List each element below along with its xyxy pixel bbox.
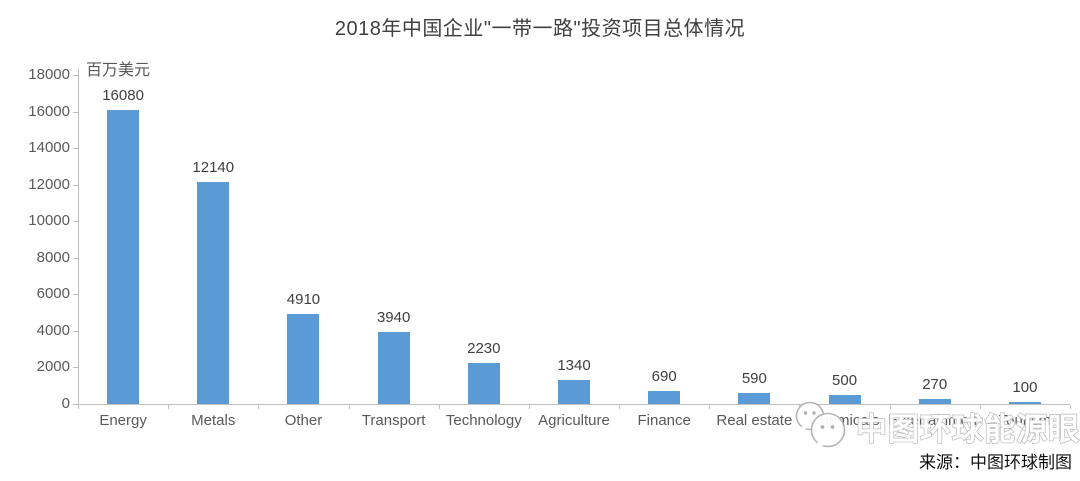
bar [648,391,681,404]
category-label: Finance [637,412,691,429]
y-tick [73,367,78,369]
bar [377,331,410,404]
x-tick [619,405,621,409]
y-tick-label: 12000 [28,175,70,193]
category-label: Agriculture [538,412,610,429]
bar-value-label: 690 [651,368,677,386]
y-tick-label: 16000 [28,102,70,120]
y-tick [73,257,78,259]
source-credit: 来源：中图环球制图 [919,453,1072,472]
category-label: Transport [361,412,426,429]
bar-value-label: 270 [922,376,948,394]
bar-value-label: 12140 [192,159,235,177]
bar-value-label: 500 [832,371,858,389]
y-tick-label: 6000 [36,285,70,303]
y-tick [73,221,78,223]
bar-value-label: 2230 [467,340,501,358]
x-tick [709,405,711,409]
bar [828,394,861,404]
y-axis-unit-label: 百万美元 [86,62,151,79]
category-label: Real estate [716,412,793,429]
bar [107,110,140,404]
x-tick [258,405,260,409]
y-tick [73,184,78,186]
x-tick [889,405,891,409]
bar-value-label: 1340 [557,356,591,374]
y-tick-label: 0 [61,395,70,412]
bar-value-label: 3940 [376,308,411,326]
category-label: Metals [191,412,236,429]
bar [558,379,590,404]
x-tick [348,405,350,409]
bar [1008,402,1041,404]
y-tick [73,75,78,76]
y-tick [73,148,78,150]
bar-value-label: 590 [741,370,767,388]
x-tick [438,405,440,409]
x-tick [799,405,801,409]
y-axis-line [78,69,79,404]
y-tick [73,404,78,405]
x-axis-line [78,404,1070,405]
bar-value-label: 16080 [102,87,144,105]
category-label: Technology [445,412,522,429]
x-tick [168,405,170,409]
category-label: Tourism [998,412,1052,429]
bar-value-label: 4910 [286,291,321,309]
y-tick-label: 8000 [36,248,70,266]
category-label: Entertainment [888,412,982,429]
y-tick-label: 10000 [28,212,70,230]
bar-value-label: 100 [1012,379,1038,396]
y-tick-label: 2000 [36,358,70,376]
bar [918,399,951,404]
x-tick [1070,405,1071,409]
x-tick [528,405,530,409]
y-tick-label: 4000 [36,321,70,339]
y-tick-label: 18000 [28,66,70,83]
bar [197,182,230,404]
y-tick [73,111,78,113]
bar [287,314,320,404]
y-tick-label: 14000 [28,139,70,157]
category-label: Other [284,412,323,429]
y-tick [73,330,78,332]
bar [467,363,500,404]
chart-title: 2018年中国企业"一带一路"投资项目总体情况 [334,18,746,40]
x-tick [979,405,981,409]
category-label: Energy [99,412,147,429]
x-tick [78,405,79,409]
bar [738,393,771,404]
y-tick [73,294,78,296]
